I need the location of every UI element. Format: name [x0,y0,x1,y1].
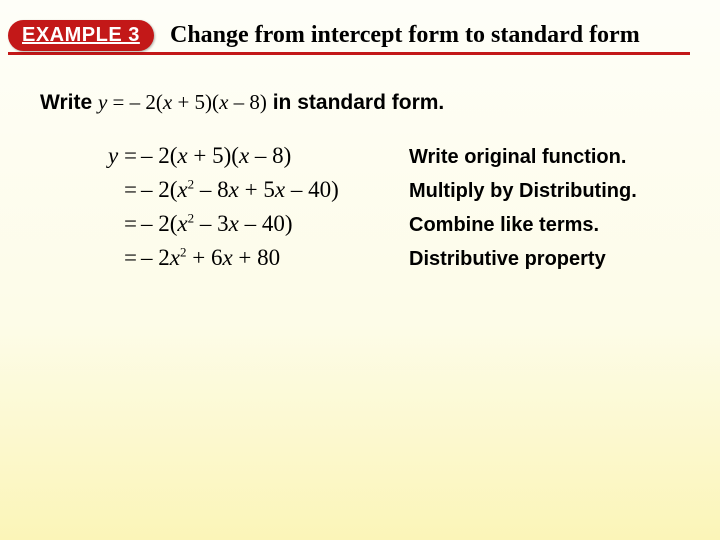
step-rhs: – 2x2 + 6x + 80 [137,245,397,271]
step-lhs: = [95,211,137,237]
prompt-lead: Write [40,91,98,114]
step-rhs: – 2(x + 5)(x – 8) [137,143,397,169]
step-explain: Multiply by Distributing. [397,180,637,203]
prompt-line: Write y = – 2(x + 5)(x – 8) in standard … [40,90,690,115]
body: Write y = – 2(x + 5)(x – 8) in standard … [40,90,690,279]
step-row: y = – 2(x + 5)(x – 8) Write original fun… [95,143,690,169]
step-lhs: y = [95,143,137,169]
example-badge: EXAMPLE 3 [8,20,154,51]
work-steps: y = – 2(x + 5)(x – 8) Write original fun… [95,143,690,271]
step-rhs: – 2(x2 – 3x – 40) [137,211,397,237]
example-title: Change from intercept form to standard f… [170,22,640,49]
step-row: = – 2x2 + 6x + 80 Distributive property [95,245,690,271]
step-explain: Distributive property [397,248,606,271]
step-row: = – 2(x2 – 8x + 5x – 40) Multiply by Dis… [95,177,690,203]
step-lhs: = [95,177,137,203]
step-explain: Write original function. [397,146,626,169]
step-lhs: = [95,245,137,271]
step-rhs: – 2(x2 – 8x + 5x – 40) [137,177,397,203]
header: EXAMPLE 3 Change from intercept form to … [0,0,720,18]
header-underline [8,52,690,55]
step-explain: Combine like terms. [397,214,599,237]
prompt-trail: in standard form. [267,91,444,114]
step-row: = – 2(x2 – 3x – 40) Combine like terms. [95,211,690,237]
